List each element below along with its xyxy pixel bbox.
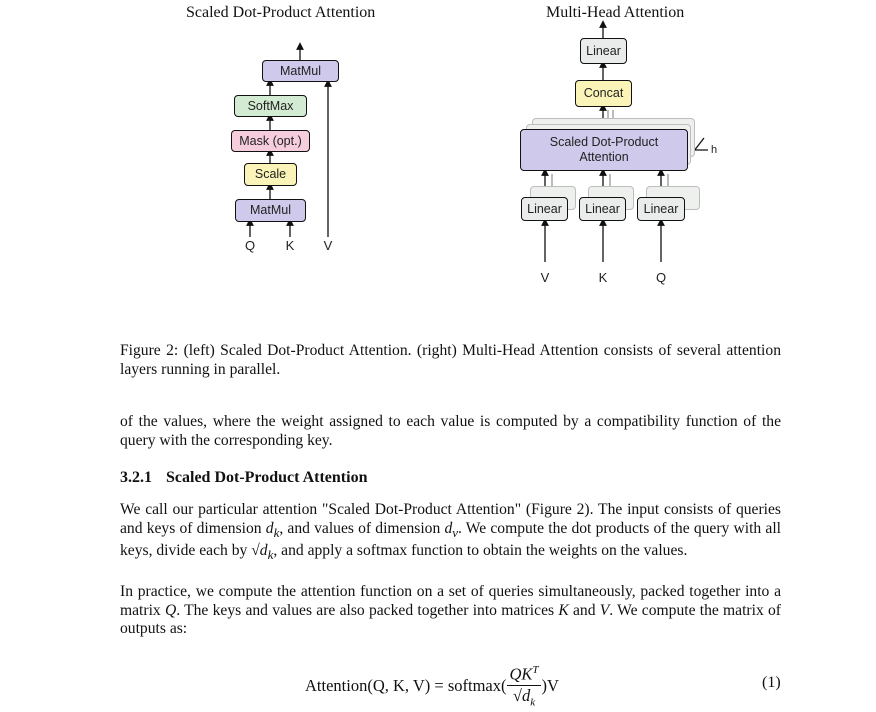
left-input-q: Q bbox=[244, 238, 256, 253]
para2-text-4: , and apply a softmax function to obtain… bbox=[273, 542, 688, 560]
linear-v-box: Linear bbox=[521, 197, 568, 221]
dk-subscript: k bbox=[273, 524, 280, 540]
paragraph-matrix-form: In practice, we compute the attention fu… bbox=[120, 583, 781, 639]
para2-text-3: . We compute the dot products of the que… bbox=[120, 519, 781, 560]
matmul-bottom-box: MatMul bbox=[235, 199, 306, 222]
matmul-top-box: MatMul bbox=[262, 60, 339, 82]
scale-label: Scale bbox=[254, 167, 287, 181]
para2-text-2: , and values of dimension bbox=[279, 519, 445, 537]
dv-symbol: d bbox=[444, 519, 453, 537]
subsection-title: Scaled Dot-Product Attention bbox=[166, 469, 368, 486]
left-input-v: V bbox=[323, 238, 333, 253]
diagram-arrows bbox=[246, 20, 708, 262]
subsection-number: 3.2.1 bbox=[120, 469, 152, 486]
equation-rhs: )V bbox=[541, 675, 559, 695]
linear-v-label: Linear bbox=[527, 201, 562, 216]
sqrt-dk-symbol: √d bbox=[251, 542, 268, 560]
equation-denominator: √dk bbox=[513, 686, 535, 712]
subsection-heading: 3.2.1 Scaled Dot-Product Attention bbox=[120, 469, 367, 487]
mask-label: Mask (opt.) bbox=[239, 133, 302, 148]
dv-subscript: v bbox=[452, 524, 459, 540]
matmul-bottom-label: MatMul bbox=[250, 203, 291, 217]
linear-k-label: Linear bbox=[585, 201, 620, 216]
para3-text-3: and bbox=[568, 601, 600, 619]
right-input-v: V bbox=[540, 270, 550, 285]
dk-symbol: d bbox=[265, 519, 274, 537]
denominator-text: √d bbox=[512, 685, 531, 705]
right-input-q: Q bbox=[655, 270, 667, 285]
attention-label-line1: Scaled Dot-Product bbox=[549, 135, 659, 149]
left-figure-title: Scaled Dot-Product Attention bbox=[186, 4, 376, 21]
linear-k-box: Linear bbox=[579, 197, 626, 221]
matrix-v-symbol: V bbox=[599, 601, 610, 619]
softmax-label: SoftMax bbox=[247, 98, 294, 113]
para3-text-4: . We compute the matrix of outputs as: bbox=[120, 601, 782, 638]
matrix-k-symbol: K bbox=[558, 601, 569, 619]
right-figure-title: Multi-Head Attention bbox=[546, 4, 685, 21]
paragraph-scaled-attention: We call our particular attention "Scaled… bbox=[120, 501, 781, 565]
concat-box: Concat bbox=[575, 80, 632, 107]
left-input-k: K bbox=[285, 238, 295, 253]
figure-caption: Figure 2: (left) Scaled Dot-Product Atte… bbox=[120, 342, 781, 378]
softmax-box: SoftMax bbox=[234, 95, 307, 117]
para2-text-1: We call our particular attention "Scaled… bbox=[120, 501, 781, 537]
matmul-top-label: MatMul bbox=[280, 63, 321, 78]
linear-q-box: Linear bbox=[637, 197, 685, 221]
para3-text-1: In practice, we compute the attention fu… bbox=[120, 583, 781, 619]
denominator-subscript: k bbox=[530, 695, 536, 708]
equation-number: (1) bbox=[762, 674, 781, 691]
attention-label-line2: Attention bbox=[579, 150, 629, 164]
attention-box: Scaled Dot-Product Attention bbox=[520, 129, 688, 171]
equation-numerator: QKT bbox=[507, 660, 541, 686]
linear-q-label: Linear bbox=[643, 201, 679, 216]
mask-box: Mask (opt.) bbox=[231, 130, 310, 152]
scale-box: Scale bbox=[244, 163, 297, 186]
para3-text-2: . The keys and values are also packed to… bbox=[176, 601, 559, 619]
paragraph-continuation: of the values, where the weight assigned… bbox=[120, 413, 781, 449]
numerator-text: QK bbox=[509, 664, 533, 684]
heads-label: h bbox=[710, 144, 718, 156]
linear-top-label: Linear bbox=[586, 43, 621, 58]
equation-lhs: Attention(Q, K, V) = softmax( bbox=[305, 675, 507, 695]
right-input-k: K bbox=[598, 270, 608, 285]
concat-label: Concat bbox=[583, 86, 624, 100]
equation-fraction: QKT √dk bbox=[507, 660, 541, 712]
attention-equation: Attention(Q, K, V) = softmax( QKT √dk )V bbox=[305, 660, 559, 712]
matrix-q-symbol: Q bbox=[164, 601, 177, 619]
numerator-superscript: T bbox=[532, 664, 539, 676]
linear-top-box: Linear bbox=[580, 38, 627, 64]
sqrt-dk-subscript: k bbox=[267, 547, 274, 563]
